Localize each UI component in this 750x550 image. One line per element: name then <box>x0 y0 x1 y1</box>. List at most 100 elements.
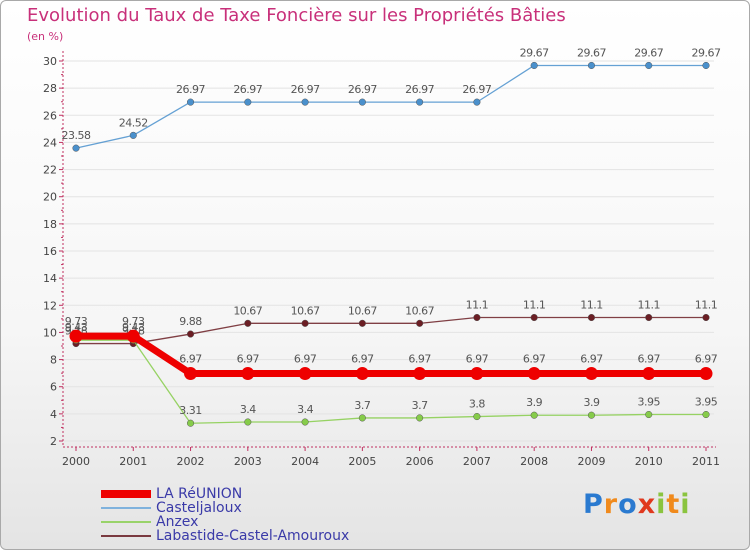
data-point <box>244 418 252 426</box>
data-point <box>473 413 481 421</box>
y-tick-label: 2 <box>50 435 57 448</box>
y-tick-label: 24 <box>43 136 57 149</box>
y-tick-label: 28 <box>43 82 57 95</box>
data-label: 3.95 <box>637 396 660 409</box>
data-label: 6.97 <box>408 353 431 366</box>
data-point <box>416 98 424 106</box>
data-point <box>527 367 541 381</box>
data-label: 26.97 <box>176 83 205 96</box>
data-label: 26.97 <box>405 83 434 96</box>
x-tick-label: 2007 <box>463 455 491 468</box>
data-point <box>241 367 255 381</box>
y-tick-label: 4 <box>50 408 57 421</box>
data-point <box>587 411 596 419</box>
y-tick-label: 22 <box>43 164 57 177</box>
legend-swatch <box>101 490 151 498</box>
data-label: 26.97 <box>348 83 377 96</box>
x-tick-label: 2006 <box>406 455 434 468</box>
data-label: 3.95 <box>695 396 718 409</box>
data-label: 9.43 <box>65 321 88 334</box>
x-tick-label: 2011 <box>692 455 720 468</box>
data-point <box>702 61 710 70</box>
data-point <box>301 98 309 106</box>
data-point <box>530 411 538 419</box>
legend-label: LA RéUNION <box>156 486 243 502</box>
y-tick-label: 10 <box>43 326 57 339</box>
x-tick-label: 2008 <box>520 455 548 468</box>
data-point <box>413 367 427 381</box>
data-point <box>184 367 198 381</box>
y-axis-unit-label: (en %) <box>27 30 64 43</box>
y-tick-label: 16 <box>43 245 57 258</box>
proxiti-logo: Proxiti <box>583 489 691 520</box>
data-label: 11.1 <box>637 299 660 312</box>
data-label: 3.9 <box>583 396 599 409</box>
data-label: 26.97 <box>233 83 262 96</box>
chart-title: Evolution du Taux de Taxe Foncière sur l… <box>27 5 566 26</box>
data-label: 11.1 <box>523 299 546 312</box>
data-label: 6.97 <box>695 353 718 366</box>
data-point <box>358 98 366 106</box>
data-point <box>416 319 424 327</box>
y-tick-label: 12 <box>43 299 57 312</box>
legend-label: Anzex <box>156 514 199 530</box>
legend-swatch <box>101 521 151 523</box>
y-tick-label: 6 <box>50 381 57 394</box>
y-tick-label: 20 <box>43 191 57 204</box>
data-point <box>702 410 710 419</box>
data-point <box>244 98 252 106</box>
data-point <box>530 61 538 70</box>
x-tick-label: 2005 <box>348 455 376 468</box>
data-point <box>186 419 195 427</box>
logo-letter: x <box>637 489 657 520</box>
data-label: 29.67 <box>577 46 606 59</box>
data-point <box>72 144 80 152</box>
data-label: 10.67 <box>348 304 377 317</box>
x-tick-label: 2000 <box>62 455 90 468</box>
data-point <box>298 367 312 381</box>
series-line-casteljaloux <box>75 64 706 149</box>
logo-letter: o <box>618 489 638 520</box>
series-line-labastide-castel-amouroux <box>76 316 706 345</box>
data-point <box>645 410 653 419</box>
data-point <box>645 313 653 322</box>
legend-label: Casteljaloux <box>156 500 242 516</box>
data-point <box>186 330 195 338</box>
data-label: 9.88 <box>179 315 202 328</box>
x-tick-label: 2001 <box>119 455 147 468</box>
logo-letter: r <box>603 489 619 520</box>
data-label: 3.8 <box>469 398 485 411</box>
x-tick-label: 2003 <box>234 455 262 468</box>
data-point <box>642 367 656 381</box>
data-point <box>358 319 366 327</box>
y-tick-label: 8 <box>50 354 57 367</box>
logo-letter: i <box>656 489 667 520</box>
data-label: 9.43 <box>122 321 145 334</box>
data-label: 6.97 <box>637 353 660 366</box>
x-tick-label: 2002 <box>177 455 205 468</box>
data-label: 6.97 <box>351 353 374 366</box>
x-tick-label: 2010 <box>635 455 663 468</box>
x-tick-label: 2009 <box>577 455 605 468</box>
data-label: 6.97 <box>466 353 489 366</box>
data-label: 11.1 <box>695 299 718 312</box>
data-label: 6.97 <box>294 353 317 366</box>
data-label: 26.97 <box>291 83 320 96</box>
data-label: 29.67 <box>692 46 721 59</box>
data-label: 6.97 <box>523 353 546 366</box>
data-point <box>587 61 596 70</box>
data-label: 3.7 <box>354 399 370 412</box>
data-point <box>530 313 538 322</box>
data-label: 6.97 <box>580 353 603 366</box>
data-point <box>645 61 653 70</box>
data-point <box>584 367 598 381</box>
data-point <box>587 313 596 322</box>
data-point <box>69 329 83 343</box>
data-label: 9.73 <box>65 315 88 328</box>
data-point <box>358 414 366 422</box>
data-point <box>186 98 195 106</box>
data-label: 10.67 <box>233 304 262 317</box>
legend-swatch <box>101 507 151 509</box>
data-point <box>702 313 710 322</box>
